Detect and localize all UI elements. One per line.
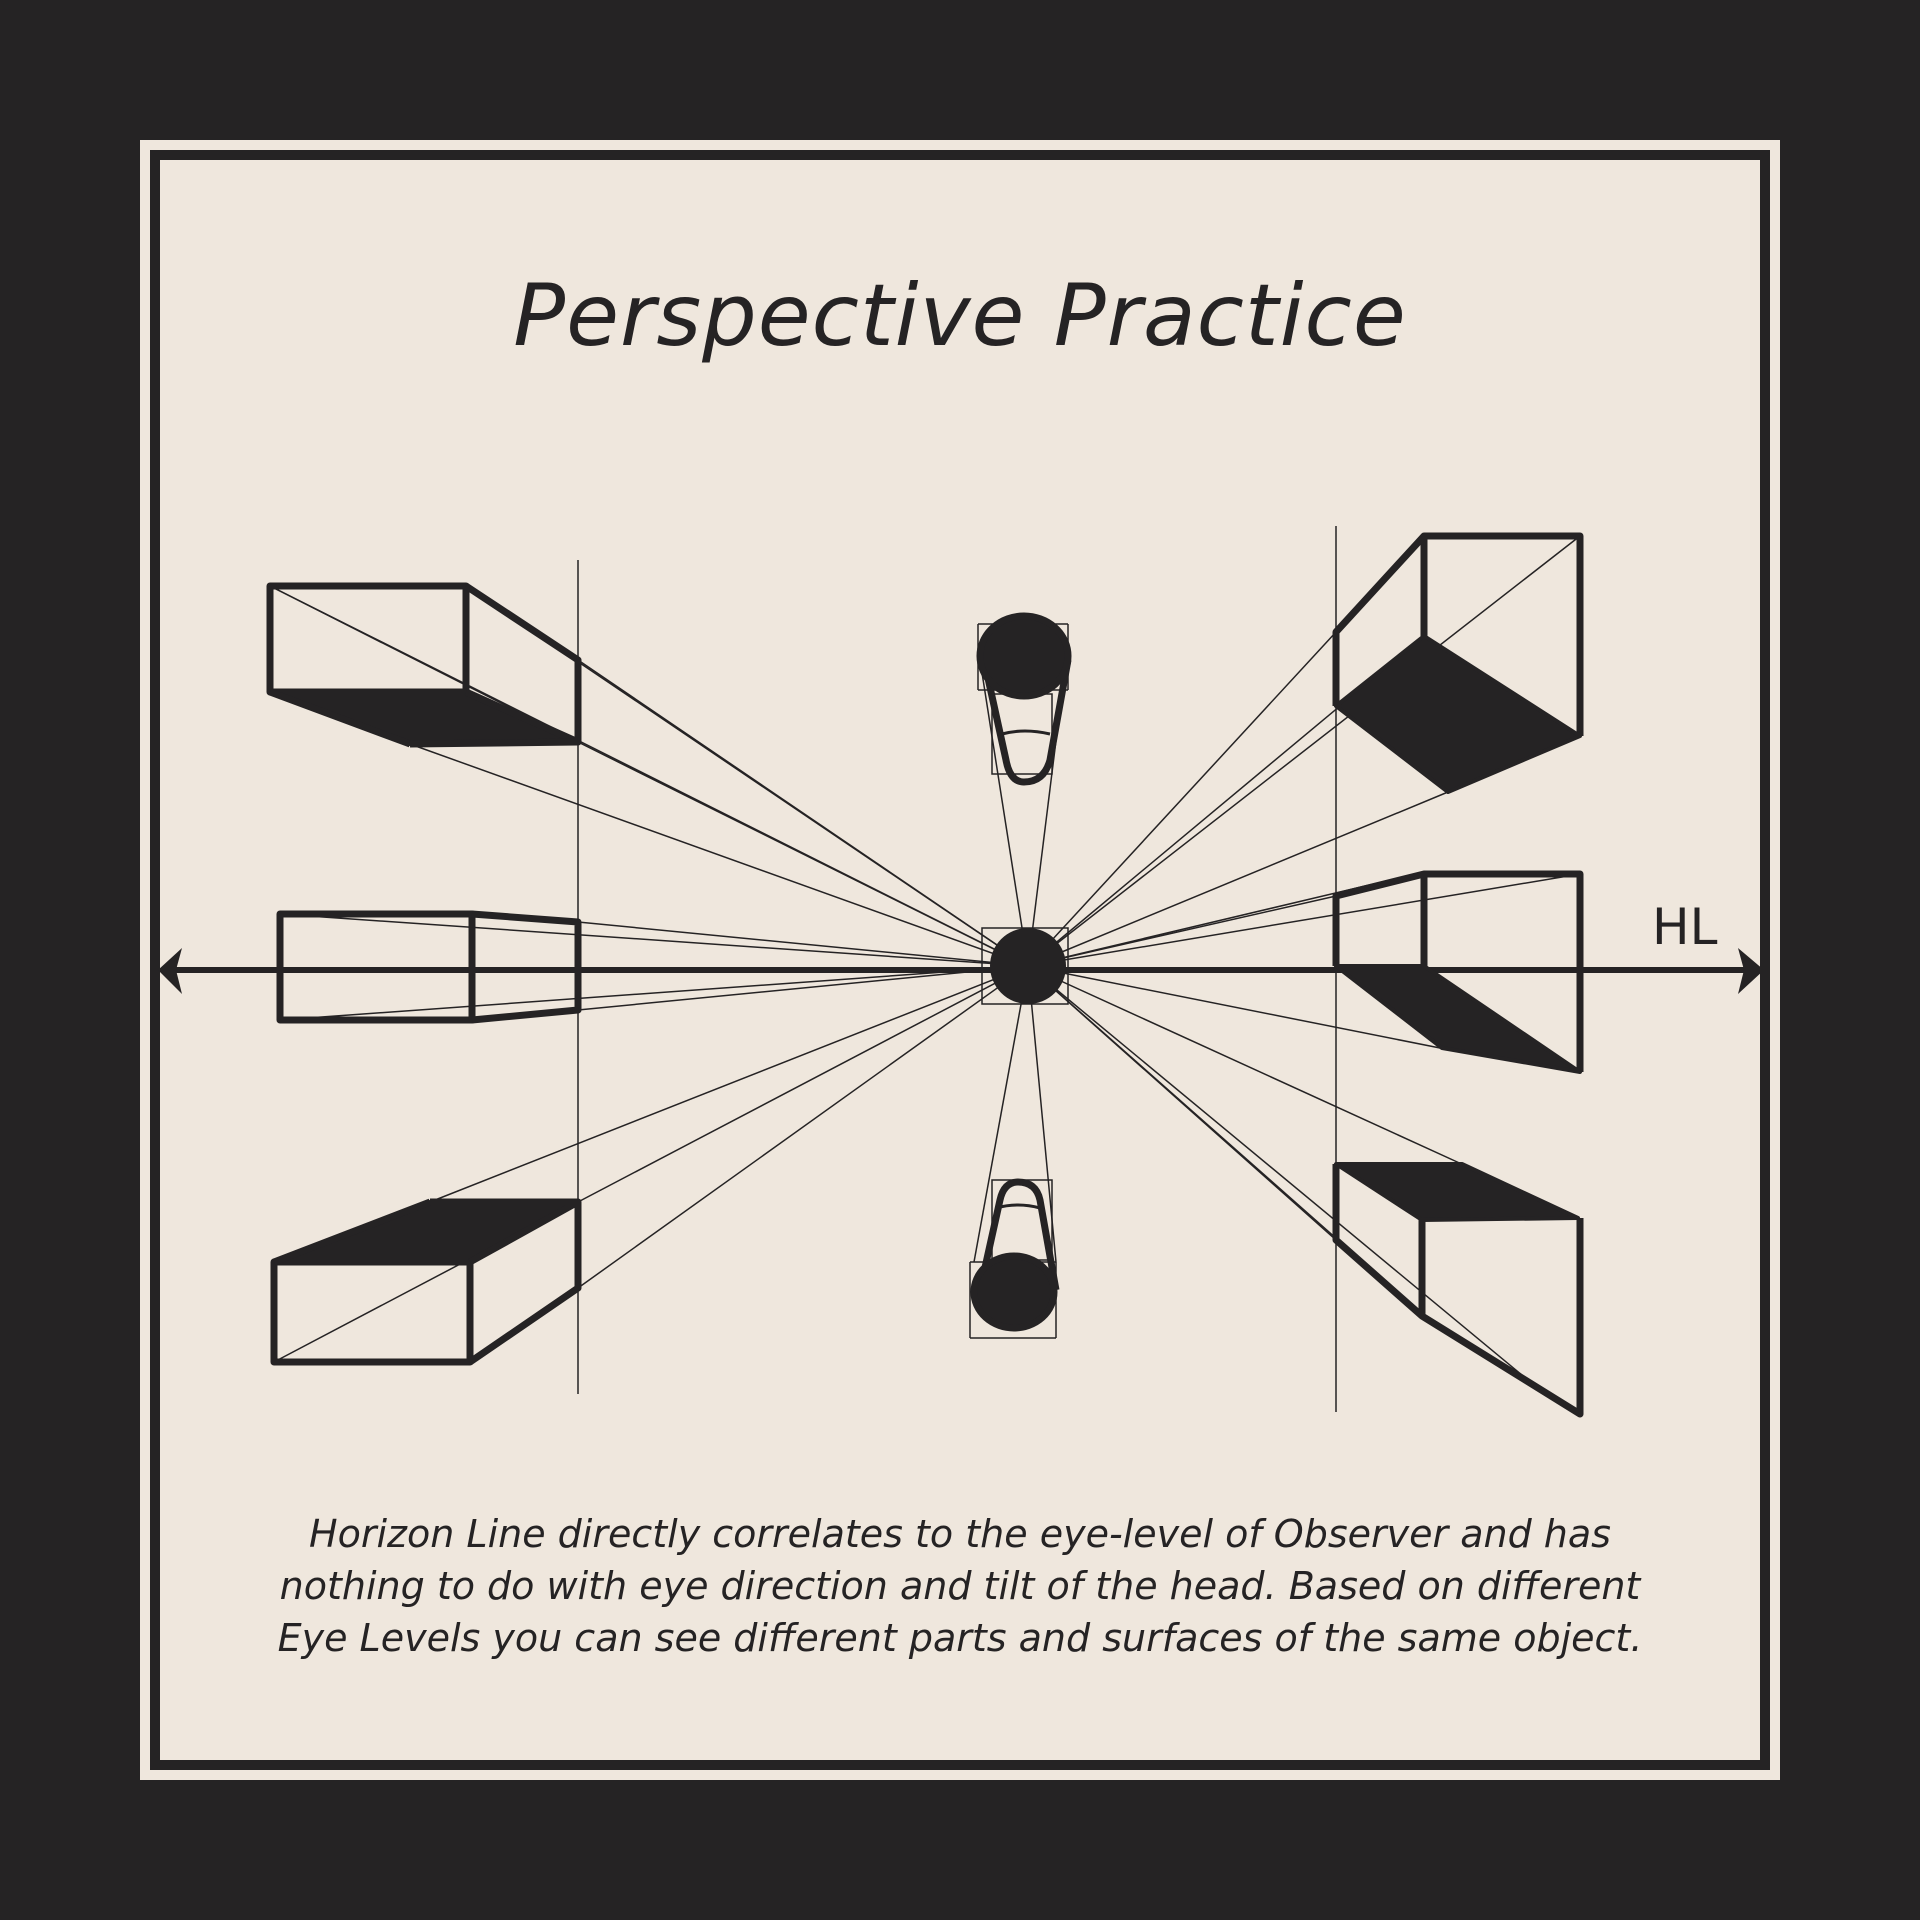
box-middle-right <box>1332 870 1584 1074</box>
horizon-label: HL <box>1652 898 1718 956</box>
caption-line-2: nothing to do with eye direction and til… <box>279 1564 1641 1608</box>
caption-text: Horizon Line directly correlates to the … <box>180 1508 1740 1664</box>
box-bottom-left <box>270 1198 582 1366</box>
box-bottom-right <box>1332 1162 1584 1418</box>
caption-line-3: Eye Levels you can see different parts a… <box>277 1616 1643 1660</box>
horizon-line <box>158 948 1764 994</box>
arrow-right-icon <box>1738 948 1764 994</box>
box-middle-left <box>276 910 582 1024</box>
cylinder-bottom <box>970 1178 1060 1332</box>
poster-frame <box>150 150 1770 1770</box>
caption-line-1: Horizon Line directly correlates to the … <box>309 1512 1611 1556</box>
poster-title: Perspective Practice <box>513 266 1407 366</box>
box-top-left <box>266 582 582 748</box>
vanishing-point <box>990 928 1066 1004</box>
cylinder-top <box>976 612 1072 786</box>
vanishing-lines <box>269 526 1581 1412</box>
arrow-left-icon <box>158 948 182 994</box>
box-top-right <box>1332 532 1584 794</box>
